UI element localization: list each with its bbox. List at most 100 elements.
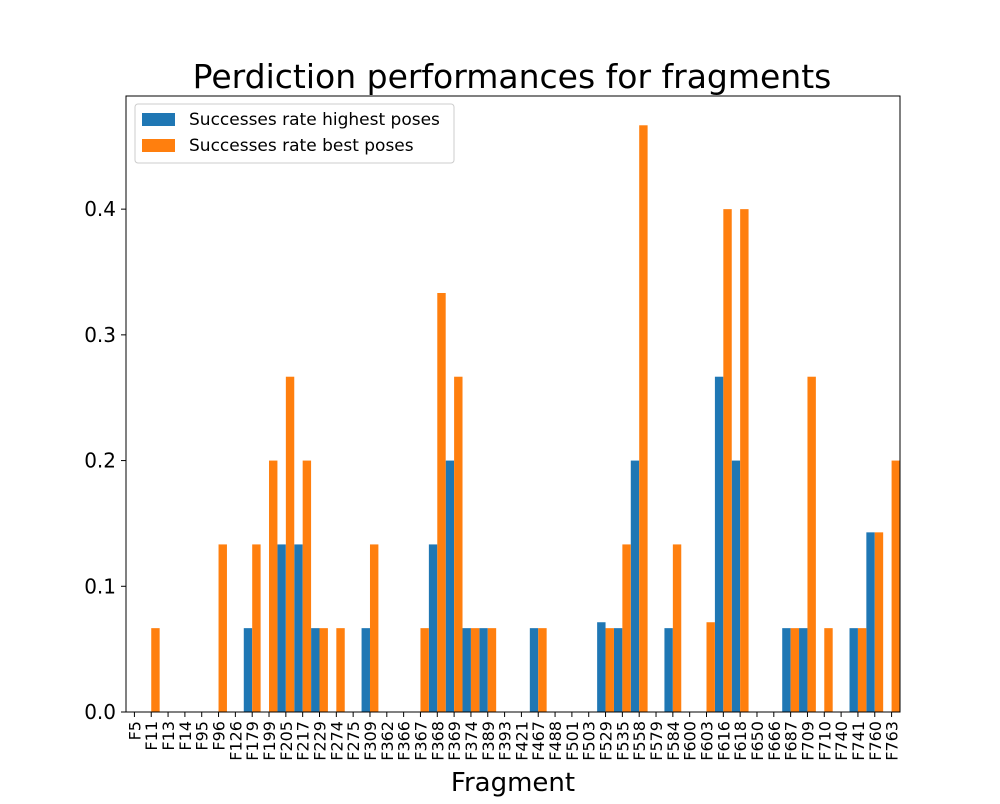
x-axis-label: Fragment [451,768,575,798]
bar-highest-poses-f389 [479,628,488,712]
bar-best-poses-f741 [857,628,867,712]
legend: Successes rate highest poses Successes r… [134,103,455,164]
x-tick-label-f618: F618 [731,721,750,761]
bar-best-poses-f558 [639,125,648,713]
bar-best-poses-f529 [605,628,614,712]
bar-best-poses-f687 [790,628,800,712]
bar-best-poses-f709 [807,376,816,712]
bar-highest-poses-f205 [277,544,286,712]
x-tick-label-f374: F374 [462,721,481,761]
x-tick-label-f274: F274 [327,721,346,761]
bar-best-poses-f467 [538,628,547,712]
y-axis: 0.0 0.1 0.2 0.3 0.4 [84,197,126,724]
bar-highest-poses-f467 [529,628,539,712]
bar-best-poses-f11 [151,628,160,712]
bar-best-poses-f618 [740,209,749,712]
x-tick-label-f558: F558 [630,721,649,761]
y-tick-label: 0.0 [84,700,116,724]
x-tick-label-f368: F368 [428,721,447,761]
bar-best-poses-f217 [302,460,312,712]
x-tick-label-f421: F421 [512,721,531,761]
legend-swatch-highest-poses [142,113,175,126]
bar-highest-poses-f687 [782,628,791,712]
x-tick-label-f603: F603 [698,721,717,761]
bar-best-poses-f760 [874,532,884,712]
x-tick-label-f650: F650 [748,721,767,761]
y-tick-label: 0.1 [84,574,116,598]
x-tick-label-f741: F741 [849,721,868,761]
bar-best-poses-f374 [470,628,480,712]
x-tick-label-f710: F710 [815,721,834,761]
y-tick-label: 0.3 [84,323,116,347]
chart-title: Perdiction performances for fragments [193,57,832,96]
x-tick-label-f467: F467 [529,721,548,761]
x-tick-label-f488: F488 [546,721,565,761]
x-tick-label-f760: F760 [866,721,885,761]
x-tick-label-f579: F579 [647,721,666,761]
bar-highest-poses-f558 [630,460,640,712]
x-tick-label-f503: F503 [580,721,599,761]
x-tick-label-f5: F5 [125,721,144,740]
x-tick-label-f362: F362 [378,721,397,761]
bar-highest-poses-f618 [731,460,741,712]
x-tick-label-f535: F535 [613,721,632,761]
x-tick-label-f584: F584 [664,721,683,761]
x-tick-label-f14: F14 [176,721,195,751]
legend-label-highest-poses: Successes rate highest poses [189,110,440,130]
x-tick-label-f393: F393 [496,721,515,761]
x-tick-label-f275: F275 [344,721,363,761]
bar-best-poses-f584 [672,544,682,712]
x-tick-label-f205: F205 [277,721,296,761]
bar-best-poses-f369 [454,376,463,712]
bar-highest-poses-f760 [866,532,875,712]
x-tick-label-f367: F367 [411,721,430,761]
bar-highest-poses-f584 [664,628,673,712]
bar-best-poses-f229 [319,628,328,712]
x-tick-label-f501: F501 [563,721,582,761]
bar-best-poses-f367 [420,628,429,712]
x-tick-label-f309: F309 [361,721,380,761]
x-tick-label-f763: F763 [883,721,902,761]
x-tick-label-f95: F95 [193,721,212,751]
bar-highest-poses-f368 [428,544,438,712]
bar-highest-poses-f535 [613,628,623,712]
bar-best-poses-f368 [437,292,446,712]
x-tick-label-f199: F199 [260,721,279,761]
y-tick-label: 0.4 [84,197,116,221]
bar-best-poses-f616 [723,209,732,712]
x-tick-label-f529: F529 [597,721,616,761]
x-tick-label-f366: F366 [395,721,414,761]
bar-best-poses-f205 [285,376,295,712]
bar-best-poses-f535 [622,544,631,712]
bar-highest-poses-f741 [849,628,858,712]
bar-highest-poses-f616 [714,376,724,712]
bar-best-poses-f763 [891,460,900,712]
bars-layer [151,125,900,713]
x-tick-label-f600: F600 [681,721,700,761]
bar-best-poses-f199 [269,460,278,712]
bar-highest-poses-f529 [597,622,606,712]
bar-highest-poses-f229 [311,628,320,712]
x-tick-label-f96: F96 [210,721,229,751]
x-tick-label-f616: F616 [714,721,733,761]
bar-highest-poses-f179 [243,628,253,712]
x-tick-label-f126: F126 [226,721,245,761]
x-axis: F5F11F13F14F95F96F126F179F199F205F217F22… [125,712,902,761]
x-tick-label-f11: F11 [142,721,161,751]
x-tick-label-f709: F709 [798,721,817,761]
x-tick-label-f389: F389 [479,721,498,761]
bar-highest-poses-f369 [445,460,455,712]
x-tick-label-f13: F13 [159,721,178,751]
y-tick-label: 0.2 [84,449,116,473]
x-tick-label-f740: F740 [832,721,851,761]
bar-highest-poses-f217 [294,544,303,712]
x-tick-label-f687: F687 [782,721,801,761]
x-tick-label-f217: F217 [294,721,313,761]
x-tick-label-f229: F229 [311,721,330,761]
bar-best-poses-f389 [487,628,497,712]
bar-highest-poses-f374 [462,628,471,712]
bar-best-poses-f710 [824,628,833,712]
bar-highest-poses-f709 [799,628,808,712]
